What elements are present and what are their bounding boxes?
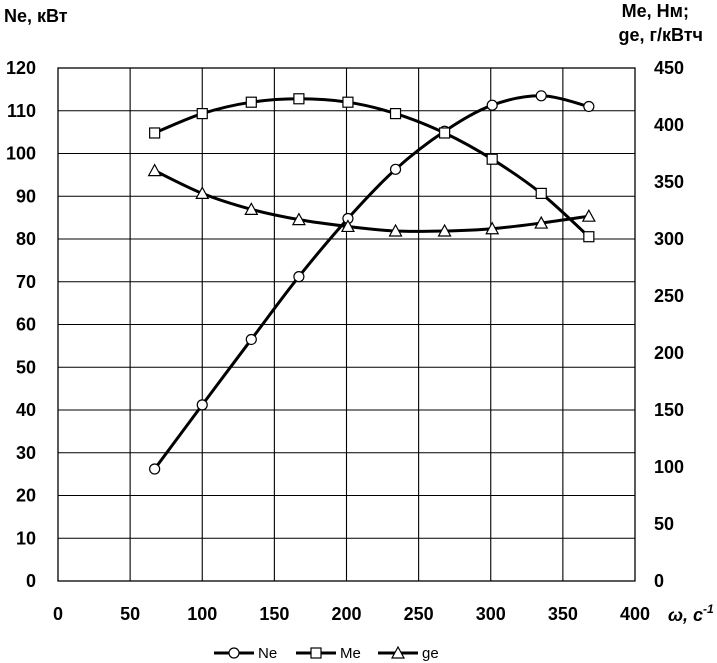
right-axis-title-line1: Me, Нм; bbox=[621, 1, 689, 21]
data-point-ne bbox=[583, 100, 595, 113]
data-point-ge bbox=[581, 208, 596, 222]
y-right-tick-label: 100 bbox=[654, 457, 684, 477]
legend-label: Ne bbox=[258, 645, 277, 662]
tick-labels: 0 50 100 150 200 250 300 350 4000102030405060708… bbox=[6, 58, 684, 624]
grid bbox=[58, 68, 635, 581]
data-point-me bbox=[342, 96, 354, 108]
data-point-ne bbox=[486, 99, 498, 111]
data-point-ge bbox=[147, 163, 162, 177]
series-ge bbox=[147, 163, 596, 237]
left-axis-title: Ne, кВт bbox=[4, 6, 68, 26]
data-point-ne bbox=[245, 333, 257, 346]
y-right-tick-label: 150 bbox=[654, 400, 684, 420]
data-point-ne bbox=[293, 271, 305, 283]
legend-label: Me bbox=[340, 645, 361, 662]
right-axis-title-line2: ge, г/кВтч bbox=[618, 25, 703, 45]
legend-marker bbox=[228, 647, 240, 659]
y-left-tick-label: 120 bbox=[6, 58, 36, 78]
x-axis-title: ω, с-1 bbox=[668, 602, 714, 625]
x-tick-label: 350 bbox=[548, 604, 578, 624]
data-point-ge bbox=[244, 202, 259, 215]
data-point-me bbox=[149, 127, 161, 139]
y-left-tick-label: 30 bbox=[16, 443, 36, 463]
data-point-me bbox=[293, 93, 305, 105]
y-right-tick-label: 400 bbox=[654, 115, 684, 135]
legend-item-me: Me bbox=[296, 645, 361, 662]
data-point-ne bbox=[196, 399, 208, 411]
x-tick-label: 100 bbox=[187, 604, 217, 624]
data-point-ge bbox=[340, 219, 355, 233]
legend-item-ge: ge bbox=[378, 645, 439, 662]
y-left-tick-label: 20 bbox=[16, 486, 36, 506]
data-point-ge bbox=[195, 186, 210, 199]
y-right-tick-label: 200 bbox=[654, 343, 684, 363]
series-me bbox=[149, 93, 595, 243]
plot-area-frame bbox=[57, 67, 636, 582]
x-tick-label: 300 bbox=[476, 604, 506, 624]
legend-marker bbox=[390, 645, 406, 659]
legend-item-ne: Ne bbox=[214, 645, 277, 662]
legend: Ne Me ge bbox=[214, 645, 439, 662]
y-left-tick-label: 0 bbox=[26, 571, 36, 591]
data-point-me bbox=[486, 153, 498, 165]
x-tick-label: 400 bbox=[620, 604, 650, 624]
y-left-tick-label: 80 bbox=[16, 229, 36, 249]
y-left-tick-label: 10 bbox=[16, 528, 36, 548]
y-right-tick-label: 50 bbox=[654, 514, 674, 534]
series-line-ne bbox=[153, 94, 590, 470]
series-ne bbox=[149, 90, 595, 475]
y-left-tick-label: 90 bbox=[16, 186, 36, 206]
x-tick-label: 0 bbox=[53, 604, 63, 624]
y-left-tick-label: 70 bbox=[16, 272, 36, 292]
y-right-tick-label: 250 bbox=[654, 286, 684, 306]
y-right-tick-label: 450 bbox=[654, 58, 684, 78]
series-line-ge bbox=[153, 169, 590, 233]
series bbox=[147, 90, 596, 475]
data-point-me bbox=[245, 96, 257, 108]
data-point-ge bbox=[534, 215, 549, 229]
y-left-tick-label: 100 bbox=[6, 144, 36, 164]
data-point-ge bbox=[437, 223, 452, 237]
data-point-me bbox=[389, 107, 402, 120]
x-tick-label: 50 bbox=[120, 604, 140, 624]
data-point-ge bbox=[291, 212, 306, 226]
data-point-ne bbox=[535, 90, 547, 102]
data-point-ge bbox=[485, 221, 500, 235]
y-right-tick-label: 300 bbox=[654, 229, 684, 249]
series-line-me bbox=[154, 97, 590, 238]
data-point-ge bbox=[388, 223, 403, 237]
y-right-tick-label: 350 bbox=[654, 172, 684, 192]
data-point-me bbox=[583, 231, 595, 243]
legend-label: ge bbox=[422, 645, 439, 662]
y-left-tick-label: 50 bbox=[16, 357, 36, 377]
y-left-tick-label: 60 bbox=[16, 315, 36, 335]
x-tick-label: 250 bbox=[404, 604, 434, 624]
data-point-ne bbox=[149, 463, 161, 475]
data-point-me bbox=[196, 107, 208, 120]
data-point-ne bbox=[389, 163, 402, 175]
y-right-tick-label: 0 bbox=[654, 571, 664, 591]
x-tick-label: 150 bbox=[259, 604, 289, 624]
legend-marker bbox=[310, 647, 322, 659]
y-left-tick-label: 110 bbox=[7, 101, 36, 121]
y-left-tick-label: 40 bbox=[16, 400, 36, 420]
data-point-me bbox=[438, 127, 451, 139]
data-point-me bbox=[535, 187, 547, 199]
x-tick-label: 200 bbox=[331, 604, 361, 624]
